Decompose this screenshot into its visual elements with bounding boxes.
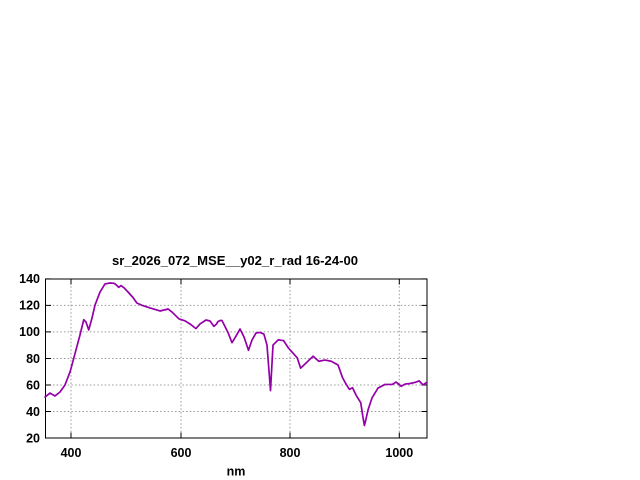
svg-text:1000: 1000 <box>385 446 413 460</box>
svg-text:sr_2026_072_MSE__y02_r_rad 16-: sr_2026_072_MSE__y02_r_rad 16-24-00 <box>112 253 358 268</box>
svg-text:60: 60 <box>26 378 40 392</box>
svg-text:100: 100 <box>19 325 40 339</box>
svg-text:400: 400 <box>61 446 82 460</box>
svg-text:40: 40 <box>26 405 40 419</box>
svg-text:600: 600 <box>171 446 192 460</box>
svg-text:120: 120 <box>19 299 40 313</box>
svg-text:800: 800 <box>280 446 301 460</box>
svg-text:140: 140 <box>19 272 40 286</box>
svg-text:20: 20 <box>26 431 40 445</box>
svg-text:nm: nm <box>227 465 246 479</box>
svg-text:80: 80 <box>26 352 40 366</box>
